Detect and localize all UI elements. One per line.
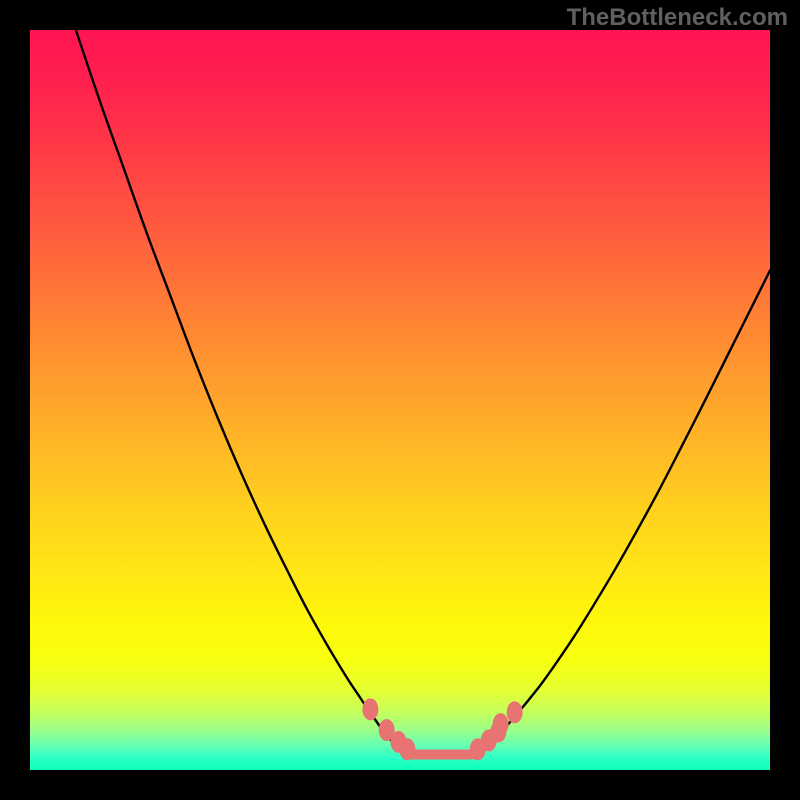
marker-dot bbox=[399, 738, 415, 760]
watermark-text: TheBottleneck.com bbox=[567, 4, 788, 32]
marker-dot bbox=[362, 698, 378, 720]
marker-dot bbox=[507, 701, 523, 723]
marker-dot bbox=[493, 713, 509, 735]
plot-svg bbox=[30, 30, 770, 770]
gradient-background bbox=[30, 30, 770, 770]
chart-root: TheBottleneck.com bbox=[0, 0, 800, 800]
